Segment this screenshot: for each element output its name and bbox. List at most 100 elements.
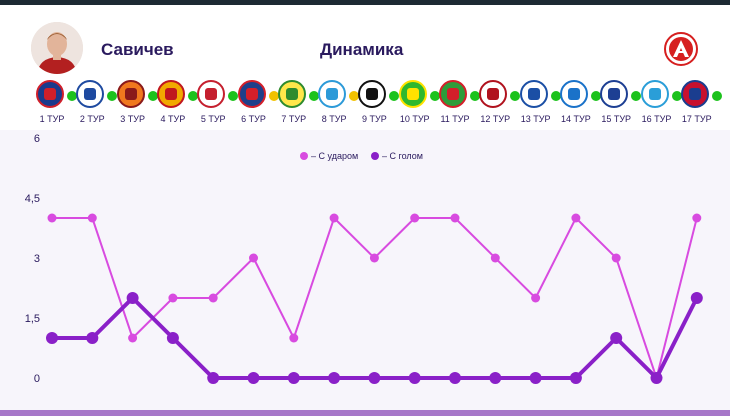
data-point [247, 372, 260, 384]
data-point [692, 213, 702, 223]
result-dot [107, 91, 118, 101]
crest-icon [640, 80, 669, 108]
crest-icon [680, 80, 709, 108]
result-dot [349, 91, 360, 101]
round-label: 3 ТУР [120, 114, 145, 124]
section-title: Динамика [320, 40, 404, 59]
round-label: 4 ТУР [160, 114, 186, 124]
result-dot [429, 91, 440, 101]
crest-icon [358, 80, 387, 108]
data-point [208, 293, 218, 303]
y-tick-label: 1,5 [25, 313, 40, 325]
data-point [168, 293, 178, 303]
legend-marker [300, 152, 308, 160]
data-point [529, 372, 542, 384]
y-tick-label: 6 [34, 133, 40, 145]
data-point [650, 372, 663, 384]
result-dot [510, 91, 521, 101]
round-label: 5 ТУР [200, 114, 226, 124]
result-dot [671, 91, 682, 101]
crest-icon [156, 80, 185, 108]
data-point [489, 372, 502, 384]
round-label: 8 ТУР [321, 114, 347, 124]
crest-icon [519, 80, 548, 108]
result-dot [389, 91, 400, 101]
bottom-bar [0, 410, 730, 416]
result-dot [308, 91, 319, 101]
result-dot [268, 91, 279, 101]
crest-icon [318, 80, 347, 108]
y-tick-label: 0 [34, 373, 40, 385]
data-point [287, 372, 300, 384]
result-dot [470, 91, 480, 101]
round-label: 10 ТУР [399, 114, 430, 124]
data-point [410, 213, 420, 223]
series-layer [46, 213, 703, 384]
round-label: 6 ТУР [241, 114, 266, 124]
result-dot [550, 91, 561, 101]
data-point [47, 213, 57, 223]
y-tick-label: 3 [34, 253, 40, 265]
round-label: 12 ТУР [480, 114, 511, 124]
crest-icon [277, 80, 306, 108]
top-bar [0, 0, 730, 5]
round-label: 14 ТУР [561, 114, 591, 124]
plot-area: 6 4,5 3 1,5 0 – С ударом – С голом [0, 130, 730, 410]
data-point [450, 213, 460, 223]
result-dot [631, 91, 642, 101]
crest-icon [600, 80, 629, 108]
data-point [531, 293, 541, 303]
crest-icon [439, 80, 467, 108]
data-point [610, 332, 623, 344]
data-point [329, 213, 339, 223]
data-point [86, 332, 99, 344]
legend: – С ударом – С голом [300, 151, 423, 161]
data-point [46, 332, 58, 344]
line-chart: 6 4,5 3 1,5 0 – С ударом – С голом [25, 133, 703, 385]
round-label: 2 ТУР [79, 114, 105, 124]
crest-icon [36, 80, 64, 108]
data-point [449, 372, 461, 384]
crest-icon [116, 80, 145, 108]
data-point [249, 253, 258, 263]
crest-icon [398, 80, 427, 108]
crest-icon [237, 80, 266, 108]
result-dot [228, 91, 239, 101]
y-axis: 6 4,5 3 1,5 0 [25, 133, 40, 385]
data-point [369, 253, 379, 263]
round-label: 11 ТУР [440, 114, 470, 124]
data-point [207, 372, 220, 384]
player-avatar [31, 22, 83, 74]
result-dot [590, 91, 601, 101]
round-label: 1 ТУР [39, 114, 65, 124]
crest-icon [197, 80, 226, 108]
data-point [166, 332, 179, 344]
crest-icon [479, 80, 508, 108]
y-tick-label: 4,5 [25, 193, 40, 205]
round-label: 17 ТУР [681, 114, 712, 124]
crest-icon [76, 80, 105, 108]
rounds-strip: 1 ТУР 2 ТУР 3 ТУР 4 ТУР 5 ТУР 6 ТУР 7 ТУР 8 ТУР… [0, 80, 730, 130]
data-point [571, 213, 581, 223]
data-point [490, 253, 500, 263]
data-point [126, 292, 139, 304]
result-dot [147, 91, 158, 101]
series-line [52, 296, 699, 380]
data-point [569, 372, 582, 384]
round-label: 7 ТУР [281, 114, 307, 124]
round-label: 16 ТУР [641, 114, 672, 124]
club-logo [664, 32, 698, 66]
legend-marker [371, 152, 379, 160]
crest-icon [559, 80, 588, 108]
header: Савичев Динамика [0, 5, 730, 130]
round-label: 13 ТУР [520, 114, 551, 124]
legend-label: – С голом [382, 151, 423, 161]
data-point [289, 333, 299, 343]
round-label: 15 ТУР [601, 114, 632, 124]
data-point [611, 253, 621, 263]
data-point [87, 213, 97, 223]
data-point [128, 333, 138, 343]
data-point [328, 372, 341, 384]
data-point [368, 372, 381, 384]
round-label: 9 ТУР [362, 114, 387, 124]
